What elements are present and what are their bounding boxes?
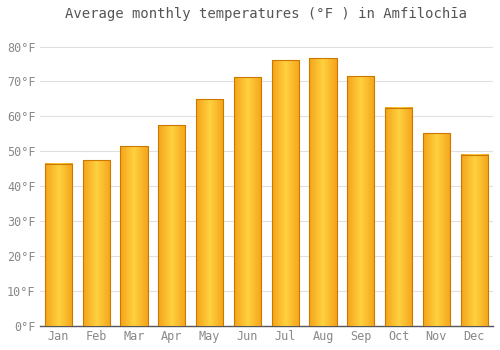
Bar xyxy=(460,155,488,326)
Bar xyxy=(234,77,261,326)
Bar xyxy=(385,108,412,326)
Bar xyxy=(347,76,374,326)
Bar xyxy=(310,58,336,326)
Bar xyxy=(196,99,224,326)
Bar xyxy=(272,60,299,326)
Bar xyxy=(423,133,450,326)
Bar xyxy=(158,125,186,326)
Bar xyxy=(45,164,72,326)
Bar xyxy=(82,160,110,326)
Title: Average monthly temperatures (°F ) in Amfilochīa: Average monthly temperatures (°F ) in Am… xyxy=(66,7,468,21)
Bar xyxy=(120,146,148,326)
